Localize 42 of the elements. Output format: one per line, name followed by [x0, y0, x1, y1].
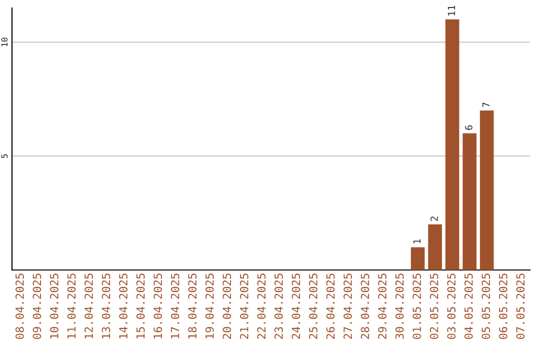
x-tick-label: 18.04.2025 [188, 274, 197, 338]
data-label: 1 [413, 239, 420, 244]
bar [410, 247, 425, 270]
x-tick-label: 21.04.2025 [240, 274, 248, 339]
x-tick-label: 11.04.2025 [67, 274, 76, 338]
x-tick-label: 22.04.2025 [257, 274, 266, 339]
x-tick-label: 09.04.2025 [32, 274, 42, 339]
x-tick-label: 25.04.2025 [309, 274, 318, 339]
x-tick-label: 06.05.2025 [498, 274, 508, 339]
x-tick-label: 20.04.2025 [222, 274, 232, 339]
bar [462, 133, 476, 270]
x-tick-label: 27.04.2025 [344, 274, 352, 339]
x-tick-label: 23.04.2025 [274, 274, 283, 339]
x-tick-label: 01.05.2025 [412, 274, 422, 339]
x-tick-label: 28.04.2025 [360, 274, 370, 339]
data-label: 6 [465, 125, 472, 130]
x-tick-label: 05.05.2025 [482, 274, 490, 339]
x-tick-label: 26.04.2025 [326, 274, 335, 339]
x-tick-label: 29.04.2025 [378, 274, 386, 339]
x-tick-label: 14.04.2025 [119, 274, 128, 338]
x-tick-label: 24.04.2025 [292, 274, 300, 339]
x-tick-label: 13.04.2025 [102, 274, 110, 338]
x-tick-label: 02.05.2025 [430, 274, 438, 339]
x-tick-label: 07.05.2025 [516, 274, 525, 339]
data-label: 11 [448, 6, 456, 16]
data-label: 7 [482, 102, 490, 108]
x-tick-label: 19.04.2025 [205, 274, 214, 338]
y-tick-label: 10 [1, 38, 8, 46]
x-tick-label: 08.04.2025 [15, 274, 24, 339]
data-label: 2 [430, 216, 438, 221]
y-tick-label: 5 [1, 154, 8, 158]
x-tick-label: 03.05.2025 [447, 274, 456, 339]
x-tick-label: 30.04.2025 [395, 274, 404, 339]
x-tick-label: 16.04.2025 [154, 274, 162, 338]
bar [428, 224, 442, 270]
x-tick-label: 10.04.2025 [50, 274, 58, 338]
x-tick-label: 04.05.2025 [464, 274, 473, 339]
bar [480, 110, 494, 270]
x-tick-label: 12.04.2025 [84, 274, 93, 338]
bar [445, 19, 460, 270]
x-tick-label: 15.04.2025 [136, 274, 145, 338]
x-tick-label: 17.04.2025 [170, 274, 180, 338]
